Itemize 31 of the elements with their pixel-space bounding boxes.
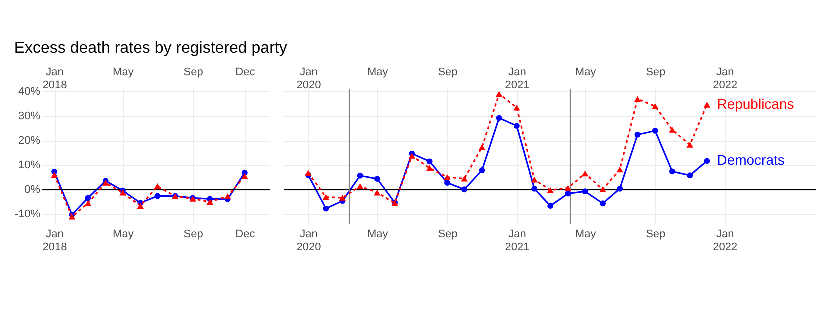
y-tick-label: 10%	[18, 160, 41, 172]
x-tick-label: Dec	[236, 66, 256, 78]
x2-tick-label: Sep	[184, 228, 204, 240]
x2-tick-label: Jan 2020	[296, 228, 322, 254]
x2-tick-label: Sep	[646, 228, 666, 240]
x2-tick-label: May	[368, 228, 389, 240]
x2-tick-label: Jan 2021	[505, 228, 530, 254]
chart-title: Excess death rates by registered party	[14, 40, 288, 57]
y-tick-label: 0%	[24, 184, 41, 196]
series-label: Republicans	[717, 96, 794, 112]
x-tick-label: Sep	[438, 66, 458, 78]
x2-tick-label: Jan 2018	[42, 228, 68, 254]
y-tick-label: 30%	[18, 110, 41, 122]
x-tick-label: Sep	[646, 66, 666, 78]
x-tick-label: Jan 2018	[42, 66, 68, 92]
y-tick-label: 40%	[18, 86, 41, 98]
y-tick-label: -10%	[14, 208, 41, 221]
x2-tick-label: Sep	[438, 228, 458, 240]
y-tick-label: 20%	[18, 135, 41, 148]
x-tick-label: May	[575, 66, 597, 78]
x-tick-label: Jan 2020	[296, 66, 322, 92]
x-tick-label: Sep	[184, 66, 204, 78]
x2-tick-label: Dec	[236, 228, 256, 240]
x2-tick-label: Jan 2022	[713, 228, 738, 254]
series-label: Democrats	[717, 152, 785, 168]
x-tick-label: Jan 2021	[505, 66, 530, 92]
x-tick-label: May	[368, 66, 389, 78]
x2-tick-label: May	[575, 228, 597, 240]
x2-tick-label: May	[113, 228, 134, 240]
x-tick-label: Jan 2022	[713, 66, 738, 92]
x-tick-label: May	[113, 66, 134, 78]
